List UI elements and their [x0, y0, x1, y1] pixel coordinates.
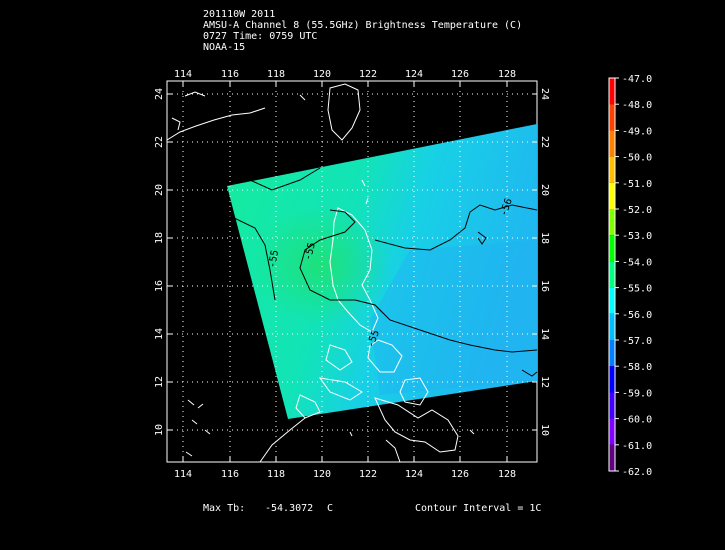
header-line-3: 0727 Time: 0759 UTC — [203, 31, 318, 42]
colorbar-swatch — [609, 366, 615, 393]
colorbar-label: -47.0 — [622, 74, 652, 85]
colorbar-swatch — [609, 130, 615, 157]
lat-label: 24 — [539, 88, 550, 100]
colorbar-label: -59.0 — [622, 388, 652, 399]
colorbar-swatch — [609, 287, 615, 314]
colorbar-label: -49.0 — [622, 126, 652, 137]
colorbar-label: -48.0 — [622, 100, 652, 111]
lat-label: 18 — [539, 232, 550, 244]
lon-label: 114 — [174, 469, 192, 480]
lat-label: 20 — [154, 184, 165, 196]
lat-label: 14 — [154, 328, 165, 340]
colorbar-label: -58.0 — [622, 362, 652, 373]
colorbar-label: -62.0 — [622, 467, 652, 478]
lon-label: 114 — [174, 69, 192, 80]
colorbar-swatch — [609, 182, 615, 209]
lat-label: 22 — [539, 136, 550, 148]
colorbar-label: -57.0 — [622, 336, 652, 347]
contour-lines — [227, 167, 538, 377]
cold-region — [370, 240, 537, 395]
colorbar-swatch — [609, 156, 615, 183]
graticule — [167, 81, 537, 462]
colorbar-label: -53.0 — [622, 231, 652, 242]
lat-label: 12 — [154, 376, 165, 388]
lat-label: 10 — [539, 424, 550, 436]
lon-label: 128 — [498, 69, 516, 80]
colorbar-swatch — [609, 261, 615, 288]
colorbar-swatch — [609, 418, 615, 445]
warm-core-region — [250, 205, 390, 325]
lon-label: 120 — [313, 69, 331, 80]
lon-label: 128 — [498, 469, 516, 480]
colorbar-label: -50.0 — [622, 153, 652, 164]
colorbar-swatch — [609, 209, 615, 236]
lat-labels-right: 10 12 14 16 18 20 22 24 — [539, 88, 550, 436]
lat-label: 14 — [539, 328, 550, 340]
lat-label: 24 — [154, 88, 165, 100]
lat-label: 16 — [154, 280, 165, 292]
header-line-4: NOAA-15 — [203, 42, 246, 53]
lon-label: 124 — [405, 69, 423, 80]
colorbar-swatch — [609, 78, 615, 105]
colorbar-swatch — [609, 392, 615, 419]
lon-label: 126 — [451, 69, 469, 80]
lat-label: 16 — [539, 280, 550, 292]
lon-label: 116 — [221, 469, 239, 480]
contour-label: -55 — [267, 249, 281, 269]
colorbar-swatch — [609, 313, 615, 340]
colorbar-label: -52.0 — [622, 205, 652, 216]
colorbar-label: -61.0 — [622, 441, 652, 452]
colorbar-swatch — [609, 235, 615, 262]
lat-labels-left: 10 12 14 16 18 20 22 24 — [154, 88, 165, 436]
max-tb-value: -54.3072 — [265, 503, 314, 514]
colorbar-label: -51.0 — [622, 179, 652, 190]
max-tb-unit: C — [327, 503, 334, 514]
lon-labels-bottom: 114 116 118 120 122 124 126 128 — [174, 469, 516, 480]
colorbar-swatch — [609, 340, 615, 367]
contour-label: -55 — [303, 241, 318, 261]
header-line-1: 201110W 2011 — [203, 9, 276, 20]
colorbar-swatch — [609, 444, 615, 471]
colorbar-frame — [608, 77, 616, 472]
contour-interval: Contour Interval = 1C — [415, 503, 542, 514]
colorbar-label: -54.0 — [622, 257, 652, 268]
colorbar-label: -55.0 — [622, 284, 652, 295]
lon-label: 116 — [221, 69, 239, 80]
colorbar: -47.0 -48.0 -49.0 -50.0 -51.0 -52.0 -53.0 -54.0… — [608, 74, 652, 478]
lon-label: 118 — [267, 469, 285, 480]
lon-label: 122 — [359, 69, 377, 80]
colorbar-label: -56.0 — [622, 310, 652, 321]
colorbar-label: -60.0 — [622, 415, 652, 426]
lon-label: 126 — [451, 469, 469, 480]
max-tb-label: Max Tb: — [203, 503, 246, 514]
lon-label: 124 — [405, 469, 423, 480]
lon-labels-top: 114 116 118 120 122 124 126 128 — [174, 69, 516, 80]
coastlines — [166, 83, 475, 463]
lon-label: 120 — [313, 469, 331, 480]
lat-label: 12 — [539, 376, 550, 388]
lat-label: 22 — [154, 136, 165, 148]
frame-ticks — [167, 81, 537, 462]
header-line-2: AMSU-A Channel 8 (55.5GHz) Brightness Te… — [203, 20, 523, 31]
lat-label: 20 — [539, 184, 550, 196]
lat-label: 18 — [154, 232, 165, 244]
lon-label: 118 — [267, 69, 285, 80]
colorbar-swatch — [609, 104, 615, 131]
lat-label: 10 — [154, 424, 165, 436]
lon-label: 122 — [359, 469, 377, 480]
